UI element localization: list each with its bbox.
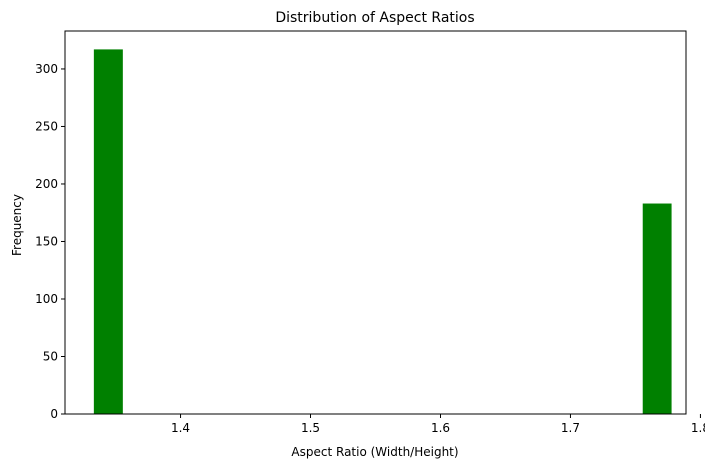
y-tick-label: 0	[50, 407, 58, 421]
x-axis-label: Aspect Ratio (Width/Height)	[291, 445, 458, 459]
x-tick-label: 1.8	[691, 421, 705, 435]
y-tick-label: 200	[35, 177, 58, 191]
bars-group	[93, 49, 672, 414]
x-tick-label: 1.6	[431, 421, 450, 435]
x-tick-label: 1.7	[561, 421, 580, 435]
plot-area-frame	[64, 30, 687, 415]
y-tick-label: 300	[35, 62, 58, 76]
y-tick-label: 100	[35, 292, 58, 306]
y-axis: 0 50 100 150 200 250 300	[35, 62, 65, 421]
y-tick-label: 50	[43, 349, 58, 363]
chart-title: Distribution of Aspect Ratios	[275, 10, 474, 26]
x-tick-label: 1.4	[171, 421, 190, 435]
histogram-bar-2	[642, 203, 672, 414]
histogram-bar-1	[93, 49, 123, 414]
x-tick-label: 1.5	[301, 421, 320, 435]
y-tick-label: 150	[35, 234, 58, 248]
x-axis: 1.4 1.5 1.6 1.7 1.8	[171, 414, 705, 435]
y-tick-label: 250	[35, 119, 58, 133]
y-axis-label: Frequency	[10, 194, 24, 256]
